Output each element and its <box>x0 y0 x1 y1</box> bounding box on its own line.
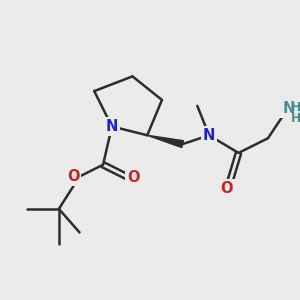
Text: N: N <box>282 101 295 116</box>
Text: O: O <box>67 169 79 184</box>
Text: O: O <box>127 170 140 185</box>
Polygon shape <box>147 135 183 148</box>
Text: O: O <box>220 182 233 196</box>
Text: N: N <box>203 128 215 143</box>
Text: H: H <box>291 112 300 125</box>
Text: H: H <box>291 101 300 114</box>
Text: N: N <box>106 119 118 134</box>
